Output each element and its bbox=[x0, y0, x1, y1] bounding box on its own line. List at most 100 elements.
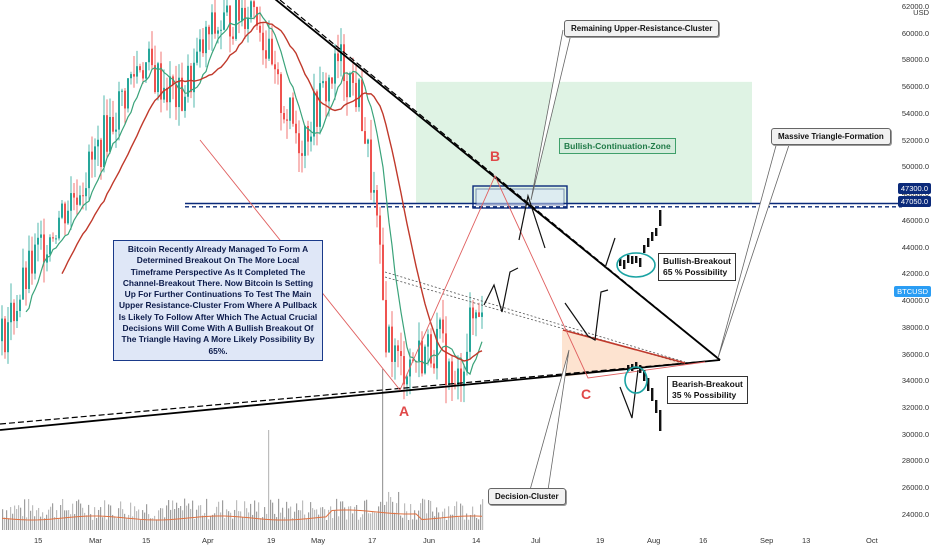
price-tick-label: 52000.0 bbox=[901, 135, 929, 145]
candle-body bbox=[328, 77, 330, 102]
candle-body bbox=[124, 90, 126, 109]
candle-body bbox=[73, 193, 75, 198]
price-tick-label: 46000.0 bbox=[901, 215, 929, 225]
remaining-upper-resistance-callout: Remaining Upper-Resistance-Cluster bbox=[564, 20, 720, 37]
volume-bar bbox=[334, 510, 336, 530]
volume-bar bbox=[440, 517, 442, 530]
volume-bar bbox=[20, 507, 22, 530]
price-tick-label: 36000.0 bbox=[901, 349, 929, 359]
candle-body bbox=[337, 53, 339, 62]
volume-bar bbox=[106, 519, 108, 530]
bullish-breakout-candle bbox=[659, 210, 662, 226]
volume-bar bbox=[220, 512, 222, 530]
volume-bar bbox=[26, 517, 28, 530]
candle-body bbox=[85, 188, 87, 197]
time-tick-label: 16 bbox=[699, 536, 708, 545]
decision-zone-upper-edge bbox=[562, 329, 686, 364]
candle-body bbox=[133, 74, 135, 77]
volume-bar bbox=[152, 518, 154, 530]
time-tick-label: Mar bbox=[89, 536, 102, 545]
price-tick-label: 26000.0 bbox=[901, 483, 929, 493]
volume-bar bbox=[360, 517, 362, 530]
candle-body bbox=[34, 244, 36, 274]
volume-bar bbox=[280, 512, 282, 530]
volume-bar bbox=[444, 508, 446, 530]
volume-bar bbox=[184, 498, 186, 530]
volume-bar bbox=[138, 509, 140, 530]
candle-body bbox=[238, 0, 240, 21]
price-tick-label: 40000.0 bbox=[901, 296, 929, 306]
candle-body bbox=[289, 97, 291, 121]
volume-bar bbox=[160, 508, 162, 530]
volume-bar bbox=[192, 500, 194, 530]
volume-bar bbox=[464, 519, 466, 530]
volume-bar bbox=[450, 514, 452, 530]
volume-bar bbox=[354, 506, 356, 530]
candle-body bbox=[427, 334, 429, 347]
candle-body bbox=[265, 50, 267, 59]
price-tick-label: 32000.0 bbox=[901, 403, 929, 413]
volume-bar bbox=[102, 517, 104, 530]
volume-bar bbox=[470, 515, 472, 530]
volume-bar bbox=[140, 519, 142, 530]
volume-bar bbox=[212, 514, 214, 530]
price-level-tag-47050: 47050.0 bbox=[897, 196, 931, 207]
volume-bar bbox=[216, 506, 218, 530]
volume-bar bbox=[458, 517, 460, 530]
candle-body bbox=[157, 63, 159, 93]
candle-body bbox=[478, 312, 480, 317]
wave-label-a: A bbox=[399, 403, 410, 419]
volume-bar bbox=[308, 512, 310, 530]
volume-bar bbox=[232, 518, 234, 530]
volume-bar bbox=[52, 503, 54, 530]
volume-bar bbox=[482, 499, 484, 530]
volume-bar bbox=[234, 509, 236, 530]
price-tick-label: 24000.0 bbox=[901, 509, 929, 519]
volume-bar bbox=[182, 510, 184, 530]
candle-body bbox=[118, 91, 120, 130]
candle-body bbox=[208, 26, 210, 35]
candle-body bbox=[250, 1, 252, 18]
last-price-tag: BTCUSD bbox=[894, 286, 931, 297]
candle-body bbox=[436, 328, 438, 369]
volume-bar bbox=[362, 514, 364, 530]
candle-body bbox=[202, 39, 204, 54]
volume-bar bbox=[208, 519, 210, 530]
candle-body bbox=[469, 307, 471, 352]
candle-body bbox=[358, 79, 360, 108]
volume-bar bbox=[248, 512, 250, 530]
triangle-callout-pointer bbox=[717, 141, 791, 359]
candle-body bbox=[175, 84, 177, 108]
volume-bar bbox=[366, 499, 368, 530]
bullish-breakout-candle bbox=[643, 245, 646, 253]
candle-body bbox=[4, 318, 6, 353]
lower-triangle-line bbox=[0, 359, 721, 431]
volume-bar bbox=[398, 491, 400, 530]
volume-bar bbox=[442, 511, 444, 530]
lower-triangle-line-dashed bbox=[0, 359, 721, 425]
volume-bar bbox=[446, 519, 448, 530]
volume-bar bbox=[60, 505, 62, 530]
candle-body bbox=[280, 74, 282, 113]
candle-body bbox=[352, 73, 354, 83]
volume-bar bbox=[2, 509, 4, 530]
volume-bar bbox=[326, 519, 328, 530]
candle-body bbox=[304, 125, 306, 156]
candle-body bbox=[79, 195, 81, 205]
volume-bar bbox=[302, 500, 304, 530]
volume-bar bbox=[270, 499, 272, 530]
volume-bar bbox=[226, 509, 228, 530]
volume-bar bbox=[274, 513, 276, 530]
moving-average-fast bbox=[25, 12, 483, 376]
volume-bar bbox=[356, 505, 358, 530]
bullish-breakout-candle bbox=[651, 232, 654, 241]
candle-body bbox=[445, 333, 447, 386]
candle-body bbox=[169, 76, 171, 103]
bearish-breakout-candle bbox=[643, 370, 646, 381]
candle-body bbox=[430, 334, 432, 364]
bearish-breakout-circle bbox=[624, 366, 648, 394]
volume-bar bbox=[430, 500, 432, 530]
bearish-breakout-label: Bearish-Breakout 35 % Possibility bbox=[667, 376, 748, 404]
